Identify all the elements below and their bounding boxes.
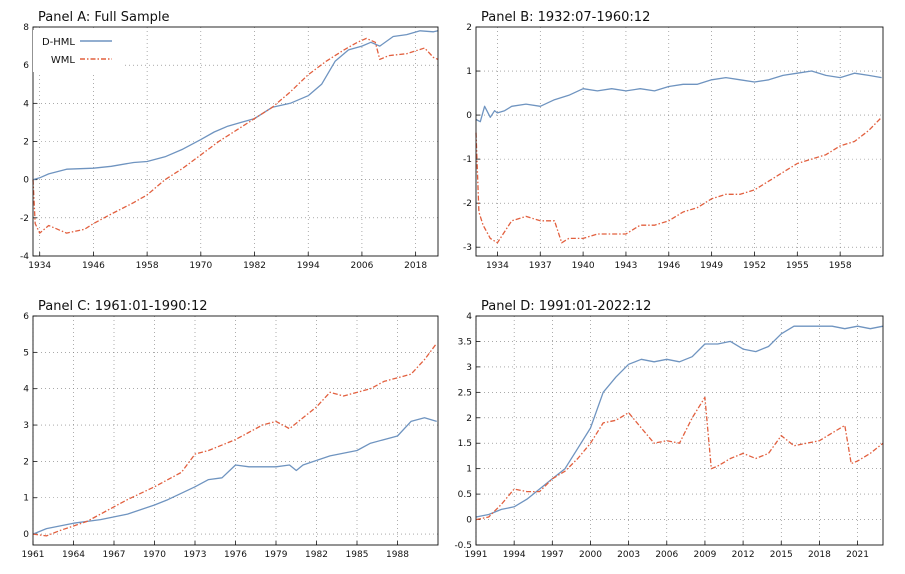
- panel-b-ytick-label: -3: [463, 243, 472, 253]
- legend-box: [33, 30, 123, 72]
- panel-b-xtick-label: 1955: [786, 261, 809, 271]
- panel-d-frame: [475, 315, 884, 546]
- panel-a-ytick-label: 4: [23, 99, 29, 109]
- panel-b-series-dhml: [475, 70, 882, 123]
- panel-d-series-wml: [475, 396, 884, 521]
- panel-b-ytick-label: 2: [466, 23, 472, 33]
- panel-d-xtick-label: 2000: [579, 550, 602, 560]
- panel-d-ytick-label: 2.5: [458, 388, 472, 398]
- panel-a-ytick-label: 2: [23, 138, 29, 148]
- panel-d-ytick-label: 0: [466, 516, 472, 526]
- panel-c-series-wml: [32, 342, 438, 537]
- panel-d-xtick-label: 2018: [808, 550, 831, 560]
- panel-d-xtick-label: 2021: [846, 550, 869, 560]
- panel-d-ytick-label: 3: [466, 363, 472, 373]
- panel-c-xtick-label: 1979: [265, 550, 288, 560]
- panel-c-ytick-label: 6: [23, 312, 29, 322]
- panel-d-xtick-label: 2006: [655, 550, 678, 560]
- panel-c-xtick-label: 1988: [386, 550, 409, 560]
- panel-b-ytick-label: -1: [463, 155, 472, 165]
- panel-a-frame: [32, 26, 439, 257]
- legend-label-wml: WML: [51, 55, 76, 66]
- panel-a-xtick-label: 1994: [297, 261, 320, 271]
- panel-b: Panel B: 1932:07-1960:12 -3 -2 -1 0 1 2 1934 19…: [463, 10, 884, 271]
- panel-c: Panel C: 1961:01-1990:12 0 1 2 3 4 5 6 1961 1964…: [22, 299, 439, 560]
- panel-a-ytick-label: -4: [20, 252, 29, 262]
- panel-d: Panel D: 1991:01-2022:12 -0.5 0 0.5 1 1.5 2 2.…: [454, 299, 884, 560]
- panel-b-xtick-label: 1952: [743, 261, 766, 271]
- panel-d-ytick-label: 0.5: [458, 490, 472, 500]
- panel-d-ytick-label: 2: [466, 414, 472, 424]
- panel-c-ytick-label: 4: [23, 385, 29, 395]
- panel-a-series-wml: [32, 37, 439, 234]
- panel-b-xtick-label: 1958: [829, 261, 852, 271]
- panel-c-ytick-label: 0: [23, 530, 29, 540]
- panel-d-title: Panel D: 1991:01-2022:12: [481, 299, 651, 314]
- panel-d-ytick-label: 3.5: [458, 337, 472, 347]
- panel-d-ytick-label: 1.5: [458, 439, 472, 449]
- panel-c-xtick-label: 1982: [305, 550, 328, 560]
- panel-a: Panel A: Full Sample -4 -2 0 2 4 6 8 1934 1946 19…: [20, 10, 439, 271]
- panel-a-ytick-label: 8: [23, 23, 29, 33]
- panel-b-xtick-label: 1934: [486, 261, 509, 271]
- panel-c-ytick-label: 1: [23, 494, 29, 504]
- panel-d-ytick-label: -0.5: [454, 541, 472, 551]
- panel-c-frame: [32, 315, 439, 546]
- panel-d-xtick-label: 1997: [541, 550, 564, 560]
- panel-c-ytick-label: 3: [23, 421, 29, 431]
- panel-a-xtick-label: 1982: [243, 261, 266, 271]
- panel-d-series-dhml: [475, 325, 884, 518]
- panel-d-ytick-label: 1: [466, 465, 472, 475]
- panel-b-ytick-label: 0: [466, 111, 472, 121]
- panel-a-ytick-label: 0: [23, 176, 29, 186]
- panel-c-title: Panel C: 1961:01-1990:12: [38, 299, 208, 314]
- panel-c-ytick-label: 5: [23, 348, 29, 358]
- panel-b-xtick-label: 1940: [572, 261, 595, 271]
- legend: D-HML WML: [33, 30, 123, 72]
- panel-b-ytick-label: 1: [466, 67, 472, 77]
- panel-d-xtick-label: 1991: [465, 550, 488, 560]
- panel-c-xtick-label: 1976: [224, 550, 247, 560]
- panel-c-xtick-label: 1985: [346, 550, 369, 560]
- panel-b-title: Panel B: 1932:07-1960:12: [481, 10, 650, 25]
- panel-c-xtick-label: 1973: [184, 550, 207, 560]
- panel-b-series-wml: [475, 116, 883, 244]
- panel-d-xtick-label: 2012: [732, 550, 755, 560]
- panel-a-title: Panel A: Full Sample: [38, 10, 170, 25]
- panel-a-xtick-label: 1970: [189, 261, 212, 271]
- panel-c-series-dhml: [32, 417, 437, 535]
- panel-b-frame: [475, 26, 884, 257]
- panel-b-xtick-label: 1946: [657, 261, 680, 271]
- panel-a-xtick-label: 1934: [28, 261, 51, 271]
- panel-a-xtick-label: 1946: [82, 261, 105, 271]
- panel-a-xtick-label: 2006: [350, 261, 373, 271]
- panel-b-ytick-label: -2: [463, 199, 472, 209]
- panel-a-ytick-label: -2: [20, 214, 29, 224]
- panel-d-xtick-label: 2009: [693, 550, 716, 560]
- panel-c-ytick-label: 2: [23, 457, 29, 467]
- panel-c-xtick-label: 1970: [143, 550, 166, 560]
- panel-c-xtick-label: 1964: [62, 550, 85, 560]
- panel-d-xtick-label: 2015: [770, 550, 793, 560]
- panel-a-ytick-label: 6: [23, 61, 29, 71]
- panel-a-xtick-label: 2018: [404, 261, 427, 271]
- panel-c-xtick-label: 1961: [22, 550, 45, 560]
- panel-b-xtick-label: 1943: [614, 261, 637, 271]
- panel-b-xtick-label: 1949: [700, 261, 723, 271]
- legend-label-dhml: D-HML: [42, 37, 75, 48]
- panel-b-xtick-label: 1937: [529, 261, 552, 271]
- panel-d-xtick-label: 2003: [617, 550, 640, 560]
- panel-a-xtick-label: 1958: [136, 261, 159, 271]
- panel-d-ytick-label: 4: [466, 312, 472, 322]
- panel-c-xtick-label: 1967: [103, 550, 126, 560]
- panel-d-xtick-label: 1994: [503, 550, 526, 560]
